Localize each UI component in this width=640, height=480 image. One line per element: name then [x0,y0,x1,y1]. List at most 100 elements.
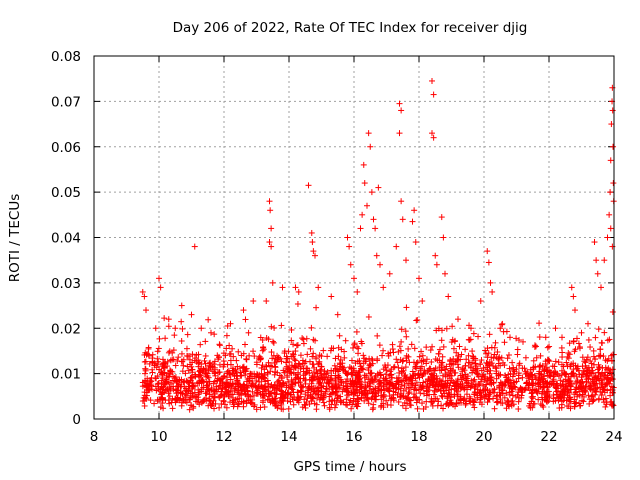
data-point-marker [309,353,316,360]
data-point-marker [186,396,193,403]
data-point-marker [490,363,497,370]
data-point-marker [609,366,616,373]
data-point-marker [292,348,299,355]
data-point-marker [365,313,372,320]
x-tick-label: 12 [215,429,232,445]
data-point-marker [556,405,563,412]
data-point-marker [223,332,230,339]
data-point-marker [280,406,287,413]
data-point-marker [418,348,425,355]
data-point-marker [203,390,210,397]
data-point-marker [492,364,499,371]
data-point-marker [273,385,280,392]
data-point-marker [412,364,419,371]
data-point-marker [151,400,158,407]
y-tick-label: 0.04 [51,231,81,247]
data-point-marker [179,390,186,397]
data-point-marker [395,348,402,355]
data-point-marker [361,397,368,404]
data-point-marker [341,348,348,355]
data-point-marker [442,366,449,373]
data-point-marker [403,333,410,340]
data-point-marker [336,332,343,339]
data-point-marker [455,352,462,359]
data-point-marker [160,364,167,371]
data-point-marker [499,400,506,407]
data-point-marker [516,360,523,367]
data-point-marker [335,385,342,392]
data-point-marker [413,359,420,366]
data-point-marker [159,356,166,363]
data-point-marker [184,331,191,338]
data-point-marker [256,378,263,385]
data-point-marker [216,341,223,348]
data-point-marker [290,401,297,408]
data-point-marker [300,340,307,347]
data-point-marker [427,347,434,354]
data-point-marker [501,394,508,401]
data-point-marker [417,390,424,397]
data-point-marker [164,358,171,365]
data-point-marker [353,328,360,335]
data-point-marker [484,399,491,406]
data-point-marker [438,402,445,409]
data-point-marker [481,377,488,384]
data-point-marker [519,374,526,381]
y-tick-label: 0 [72,412,81,428]
data-point-marker [580,387,587,394]
data-point-marker [475,333,482,340]
data-point-marker [438,337,445,344]
data-point-marker [178,318,185,325]
data-point-marker [149,369,156,376]
data-point-marker [575,340,582,347]
data-point-marker [450,345,457,352]
data-point-marker [547,373,554,380]
data-points [139,77,617,413]
data-point-marker [585,336,592,343]
data-point-marker [506,365,513,372]
data-point-marker [350,344,357,351]
data-point-marker [341,354,348,361]
data-point-marker [172,362,179,369]
data-point-marker [564,353,571,360]
data-point-marker [423,356,430,363]
data-point-marker [161,315,168,322]
data-point-marker [358,395,365,402]
data-point-marker [342,337,349,344]
data-point-marker [162,335,169,342]
data-point-marker [197,341,204,348]
data-point-marker [429,343,436,350]
data-point-marker [240,381,247,388]
data-point-marker [334,392,341,399]
data-point-marker [391,363,398,370]
data-point-marker [499,320,506,327]
data-point-marker [590,347,597,354]
data-point-marker [189,390,196,397]
data-point-marker [552,370,559,377]
data-point-marker [480,365,487,372]
data-point-marker [555,359,562,366]
data-point-marker [223,404,230,411]
data-point-marker [180,362,187,369]
data-point-marker [414,405,421,412]
data-point-marker [403,304,410,311]
y-tick-label: 0.06 [51,140,81,156]
data-point-marker [374,332,381,339]
data-point-marker [414,316,421,323]
data-point-marker [557,382,564,389]
data-point-marker [600,353,607,360]
data-point-marker [290,341,297,348]
data-point-marker [428,359,435,366]
data-point-marker [304,351,311,358]
data-point-marker [356,376,363,383]
data-point-marker [335,353,342,360]
data-point-marker [265,336,272,343]
data-point-marker [206,378,213,385]
data-point-marker [186,406,193,413]
data-point-marker [235,348,242,355]
data-point-marker [147,397,154,404]
y-tick-label: 0.07 [51,94,81,110]
data-point-marker [533,354,540,361]
data-point-marker [257,334,264,341]
